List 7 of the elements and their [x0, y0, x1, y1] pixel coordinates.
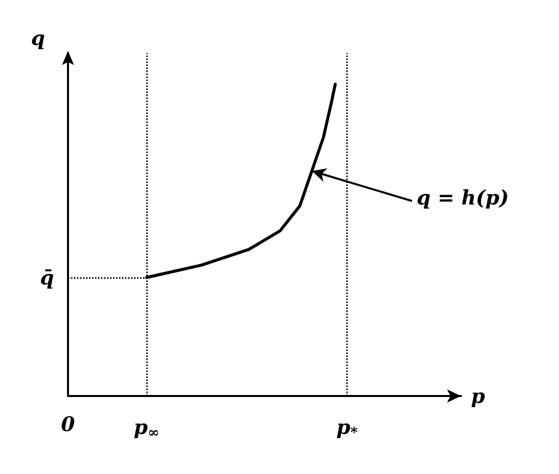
ref-line-label: q̄	[40, 266, 54, 290]
x-tick-label: p∞	[134, 415, 160, 441]
x-axis-title: p	[471, 384, 485, 408]
annotation: q = h(p)	[416, 185, 509, 210]
x-tick-label: 0	[61, 412, 76, 436]
y-axis-title: q	[31, 26, 46, 50]
x-tick-label: p*	[336, 415, 358, 441]
